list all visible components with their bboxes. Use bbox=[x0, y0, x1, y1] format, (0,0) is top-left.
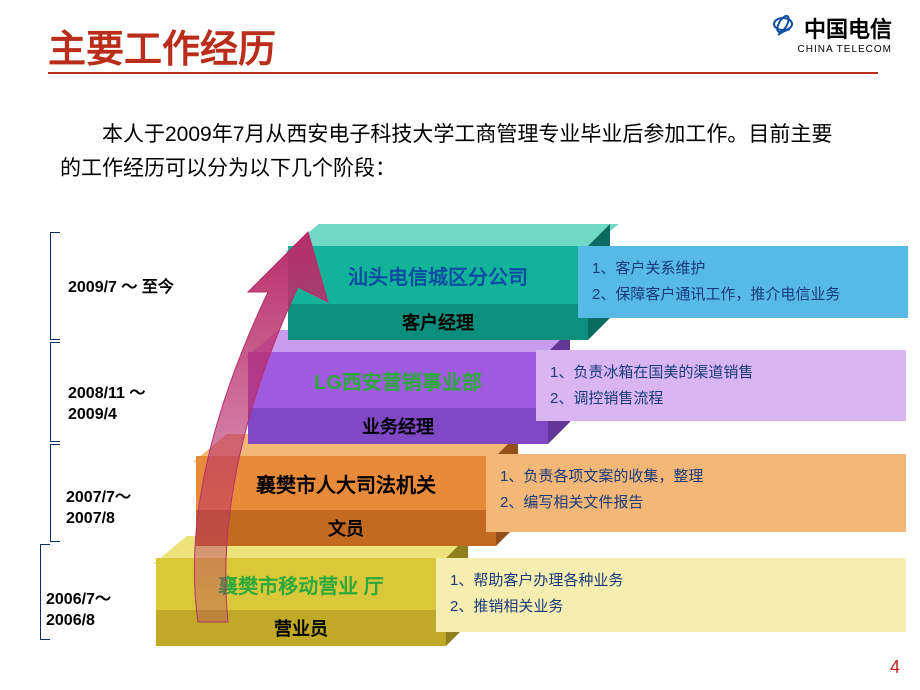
intro-text: 本人于2009年7月从西安电子科技大学工商管理专业毕业后参加工作。目前主要的工作… bbox=[60, 118, 850, 185]
title-text: 主要工作经历 bbox=[48, 29, 276, 71]
step-description: 1、客户关系维护2、保障客户通讯工作，推介电信业务 bbox=[578, 246, 908, 318]
date-bracket bbox=[50, 342, 60, 442]
title-underline bbox=[48, 72, 878, 74]
step-description: 1、负责各项文案的收集，整理2、编写相关文件报告 bbox=[486, 454, 906, 532]
date-bracket bbox=[40, 544, 50, 640]
logo-cn: 中国电信 bbox=[804, 12, 892, 44]
slide-title: 主要工作经历 bbox=[48, 18, 276, 73]
logo-en: CHINA TELECOM bbox=[768, 44, 892, 55]
career-steps-diagram: 襄樊市移动营业 厅营业员1、帮助客户办理各种业务2、推销相关业务2006/7～ … bbox=[38, 232, 908, 652]
telecom-icon bbox=[768, 13, 798, 43]
step-description: 1、帮助客户办理各种业务2、推销相关业务 bbox=[436, 558, 906, 632]
step-description: 1、负责冰箱在国美的渠道销售2、调控销售流程 bbox=[536, 350, 906, 421]
page-number: 4 bbox=[890, 657, 900, 678]
date-bracket bbox=[50, 232, 60, 340]
logo: 中国电信 CHINA TELECOM bbox=[768, 12, 892, 55]
step-date: 2006/7～ 2006/8 bbox=[46, 590, 156, 632]
date-bracket bbox=[50, 444, 60, 542]
growth-arrow-icon bbox=[158, 222, 358, 642]
